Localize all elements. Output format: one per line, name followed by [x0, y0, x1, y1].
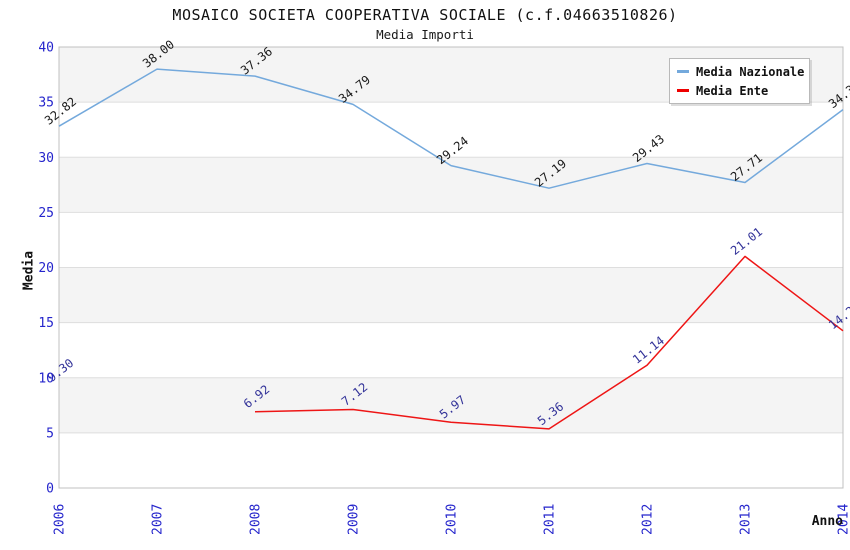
chart-title: MOSAICO SOCIETA COOPERATIVA SOCIALE (c.f… [172, 6, 678, 24]
y-tick-label: 35 [38, 96, 54, 111]
y-tick-label: 25 [38, 206, 54, 221]
x-tick-label: 2013 [739, 504, 754, 535]
x-tick-label: 2007 [151, 504, 166, 535]
legend-label-media-nazionale: Media Nazionale [696, 64, 805, 79]
x-tick-label: 2010 [445, 504, 460, 535]
x-tick-label: 2006 [53, 504, 68, 535]
series-line-media-ente [254, 255, 844, 430]
legend-item-media-nazionale: Media Nazionale [677, 64, 805, 79]
x-tick-label: 2009 [347, 504, 362, 535]
x-tick-label: 2014 [837, 504, 850, 535]
x-tick-label: 2012 [641, 504, 656, 535]
y-tick-label: 40 [38, 41, 54, 56]
x-tick-label: 2008 [249, 504, 264, 535]
media-ente-line-swatch [677, 89, 689, 92]
series-line-media-nazionale [58, 68, 844, 189]
y-tick-label: 20 [38, 261, 54, 276]
x-axis-title: Anno [811, 514, 843, 529]
y-axis-title: Media [21, 250, 37, 291]
y-tick-label: 10 [38, 371, 54, 386]
y-tick-label: 5 [46, 426, 54, 441]
y-tick-label: 0 [46, 482, 54, 497]
legend-item-media-ente: Media Ente [677, 83, 801, 98]
y-tick-label: 15 [38, 316, 54, 331]
legend: Media Nazionale Media Ente [669, 58, 810, 104]
legend-label-media-ente: Media Ente [696, 83, 769, 98]
plot-border [58, 46, 844, 489]
media-nazionale-line-swatch [677, 70, 689, 73]
x-tick-label: 2011 [543, 504, 558, 535]
y-tick-label: 30 [38, 151, 54, 166]
data-label: 21.01 [728, 225, 765, 258]
plot-band [59, 267, 843, 323]
plot-band [59, 157, 843, 213]
plot-band [59, 377, 843, 433]
chart-subtitle: Media Importi [376, 27, 474, 42]
